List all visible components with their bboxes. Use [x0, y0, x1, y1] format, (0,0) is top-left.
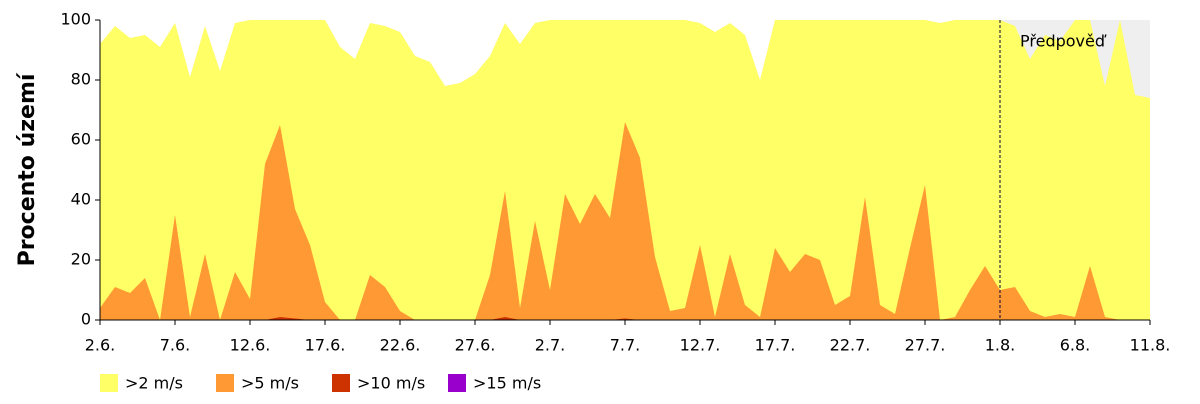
- legend-label: >2 m/s: [125, 374, 183, 393]
- x-tick-label: 22.6.: [380, 336, 421, 355]
- y-tick-label: 60: [71, 130, 91, 149]
- legend-label: >10 m/s: [357, 374, 425, 393]
- legend-swatch: [332, 374, 350, 392]
- forecast-label: Předpověď: [1020, 32, 1107, 51]
- x-tick-label: 12.6.: [230, 336, 271, 355]
- x-tick-label: 22.7.: [830, 336, 871, 355]
- x-tick-label: 7.7.: [610, 336, 641, 355]
- x-tick-label: 12.7.: [680, 336, 721, 355]
- y-tick-label: 0: [81, 310, 91, 329]
- x-tick-label: 1.8.: [985, 336, 1016, 355]
- x-tick-label: 7.6.: [160, 336, 191, 355]
- x-tick-label: 17.7.: [755, 336, 796, 355]
- legend-swatch: [448, 374, 466, 392]
- y-axis-title: Procento území: [15, 72, 40, 266]
- area: [100, 317, 1150, 320]
- x-tick-label: 6.8.: [1060, 336, 1091, 355]
- x-tick-label: 2.7.: [535, 336, 566, 355]
- y-tick-label: 100: [60, 10, 91, 29]
- x-tick-label: 17.6.: [305, 336, 346, 355]
- x-tick-label: 27.7.: [905, 336, 946, 355]
- legend-swatch: [216, 374, 234, 392]
- y-tick-label: 80: [71, 70, 91, 89]
- x-tick-label: 11.8.: [1130, 336, 1171, 355]
- legend-swatch: [100, 374, 118, 392]
- x-tick-label: 27.6.: [455, 336, 496, 355]
- x-tick-label: 2.6.: [85, 336, 116, 355]
- area: [100, 122, 1150, 320]
- legend-label: >15 m/s: [473, 374, 541, 393]
- y-tick-label: 20: [71, 250, 91, 269]
- y-tick-label: 40: [71, 190, 91, 209]
- legend-label: >5 m/s: [241, 374, 299, 393]
